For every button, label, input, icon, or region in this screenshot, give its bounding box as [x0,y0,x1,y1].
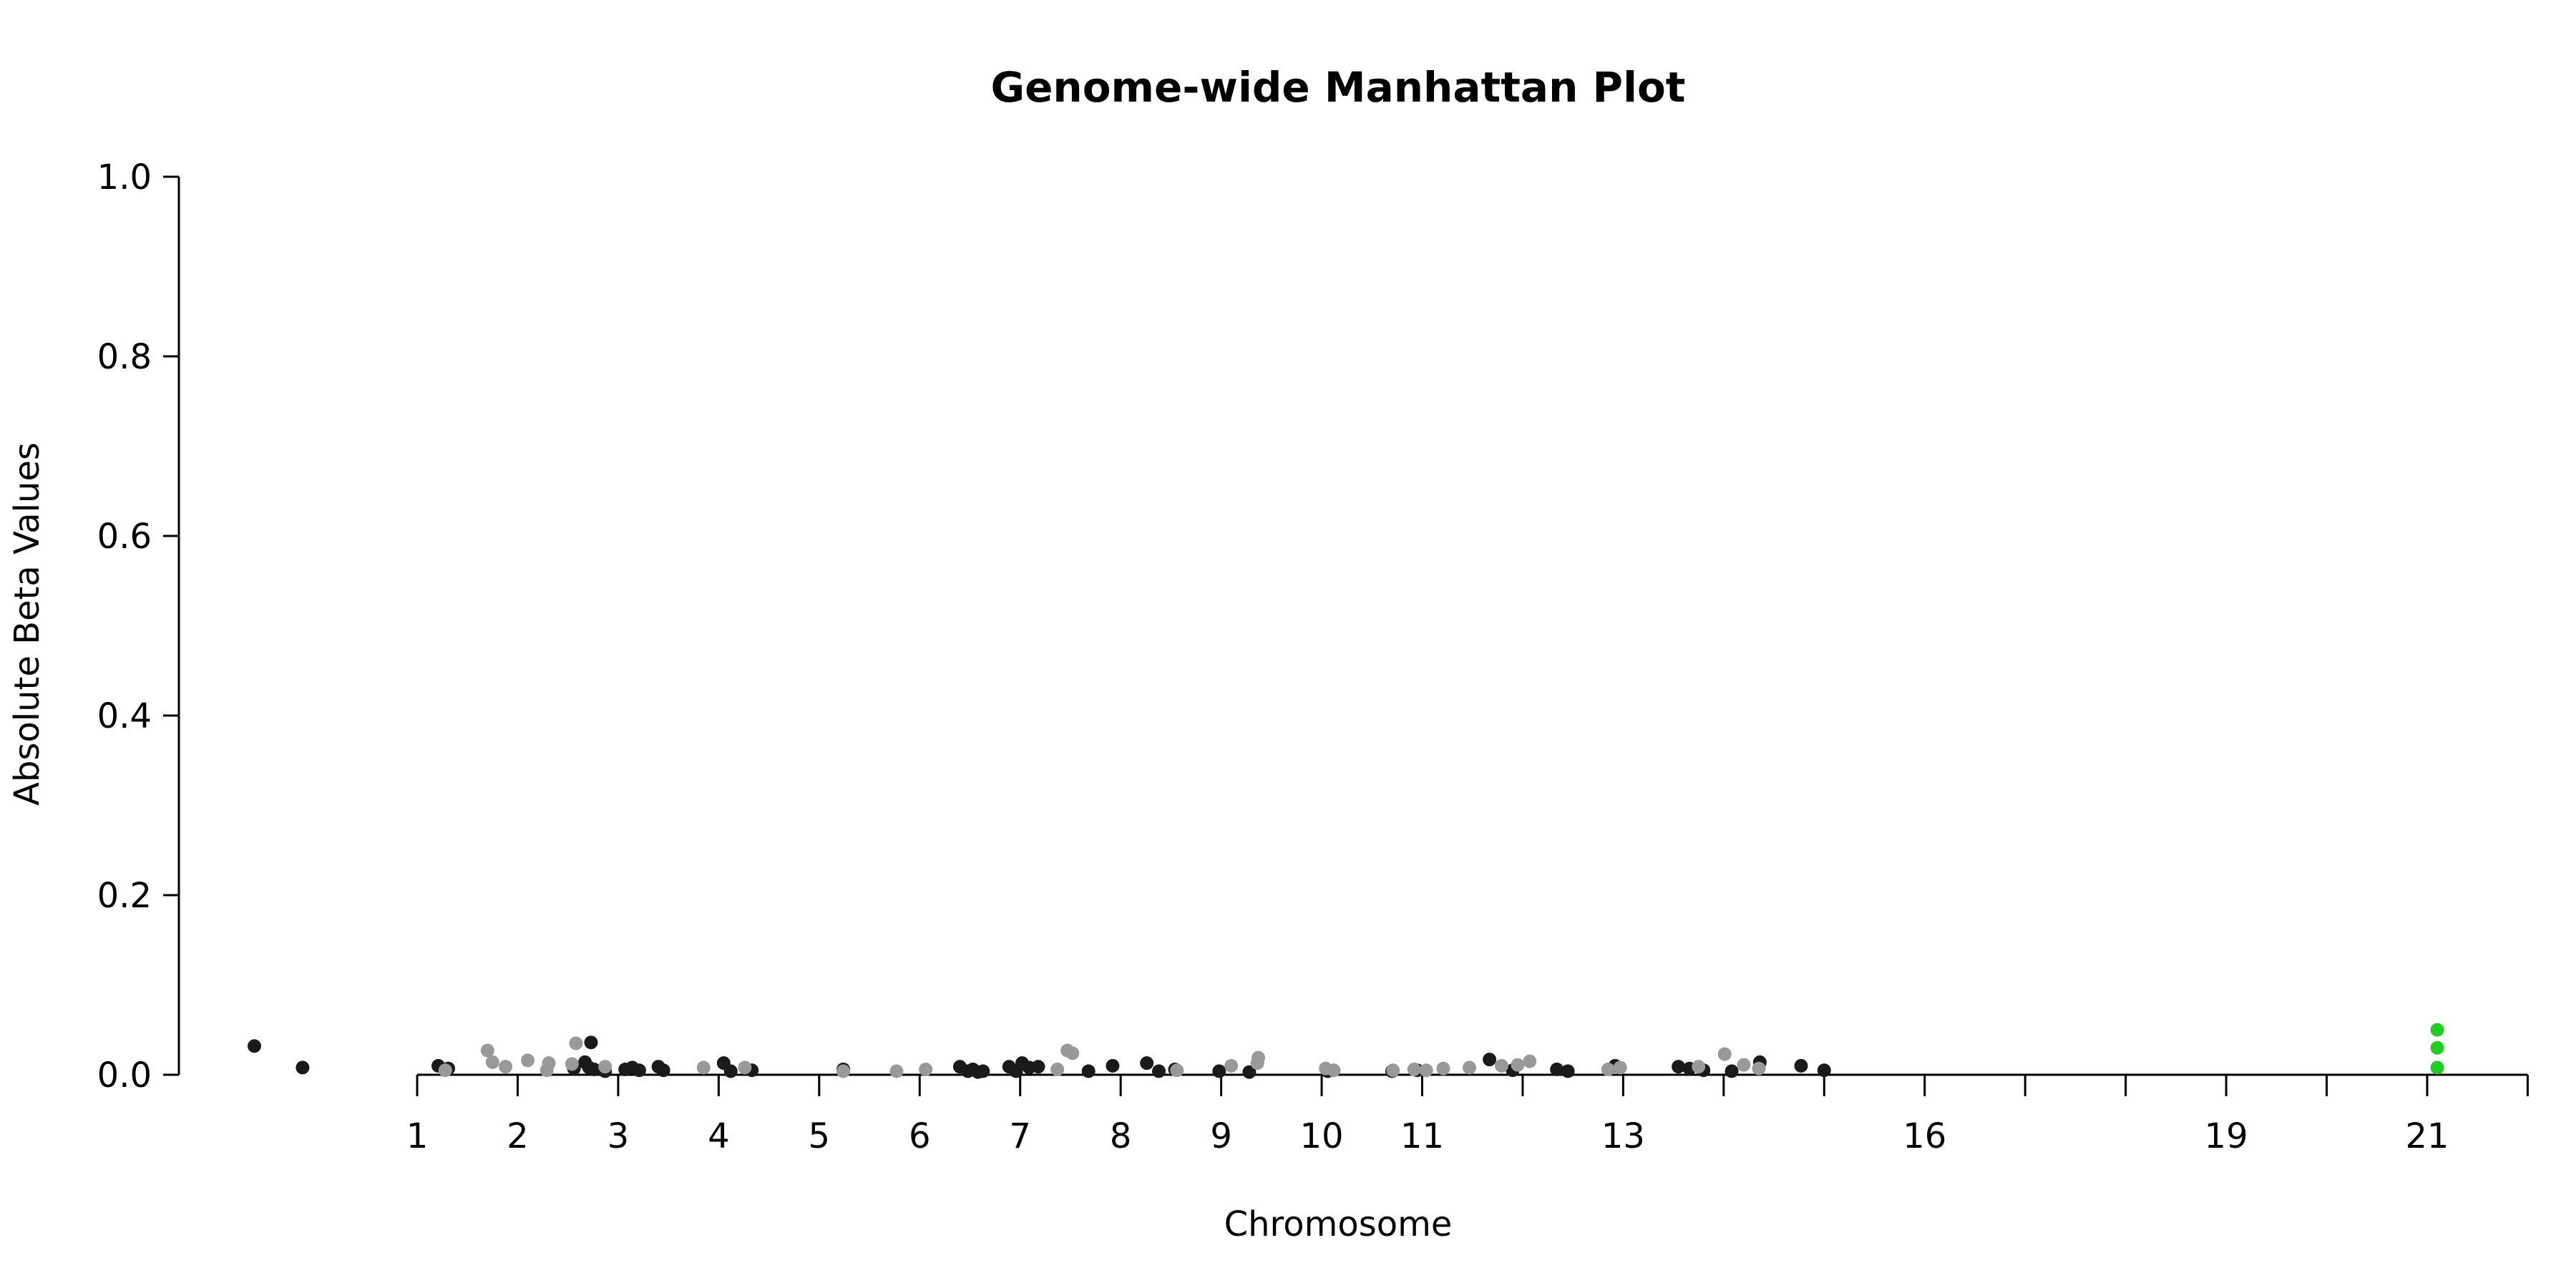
x-axis: 1 2 3 4 5 6 7 8 9 10 11 13 16 19 21 [406,1073,2529,1156]
x-tick-label: 6 [909,1116,931,1156]
data-point [1523,1054,1537,1068]
data-point [569,1036,583,1050]
data-point [1752,1061,1766,1075]
data-point [1224,1058,1239,1073]
data-point [565,1057,579,1071]
data-points [247,1023,2444,1079]
data-point [485,1055,499,1069]
data-point [2430,1023,2444,1037]
x-tick-label: 5 [809,1116,831,1156]
data-point [1031,1060,1045,1074]
data-point [1327,1063,1341,1078]
data-point [520,1053,535,1068]
data-point [296,1060,310,1075]
y-tick-label: 0.4 [97,696,152,736]
data-point [499,1060,513,1074]
data-point [542,1056,556,1070]
data-point [836,1064,851,1078]
data-point [1140,1056,1154,1070]
data-point [1463,1060,1477,1075]
y-tick-label: 0.0 [97,1055,152,1096]
x-tick-label: 13 [1601,1116,1645,1156]
data-point [1152,1064,1166,1078]
data-point [889,1064,904,1078]
x-tick-label: 8 [1110,1116,1132,1156]
y-tick-label: 0.8 [97,337,152,377]
data-point [2430,1060,2444,1075]
data-point [438,1063,452,1078]
y-axis-label: Absolute Beta Values [7,442,47,806]
data-point [1717,1047,1732,1061]
data-point [1692,1060,1706,1074]
data-point [1613,1060,1627,1075]
data-point [1106,1058,1120,1073]
data-point [1724,1064,1739,1078]
data-point [1436,1061,1450,1075]
x-tick-label: 11 [1400,1116,1444,1156]
x-tick-label: 21 [2405,1116,2449,1156]
data-point [1407,1062,1421,1076]
data-point [584,1035,598,1050]
data-point [1242,1065,1257,1079]
data-point [1511,1058,1525,1072]
data-point [598,1060,613,1074]
data-point [1252,1050,1266,1065]
x-tick-label: 16 [1903,1116,1946,1156]
data-point [1494,1058,1508,1073]
data-point [1550,1062,1564,1076]
data-point [1601,1062,1615,1076]
x-axis-label: Chromosome [1224,1204,1453,1244]
data-point [1794,1058,1808,1073]
x-tick-label: 1 [406,1116,429,1156]
data-point [1212,1064,1226,1078]
data-point [1737,1058,1751,1072]
data-point [1483,1053,1497,1067]
data-point [738,1060,752,1075]
y-tick-label: 0.6 [97,517,152,557]
y-tick-label: 1.0 [97,157,152,197]
data-point [1419,1063,1433,1078]
data-point [723,1064,738,1078]
x-tick-label: 4 [708,1116,730,1156]
data-point [1561,1064,1575,1078]
y-tick-label: 0.2 [97,876,152,916]
chart-title: Genome-wide Manhattan Plot [990,63,1685,112]
data-point [247,1039,261,1053]
data-point [1672,1060,1686,1074]
data-point [1170,1063,1184,1078]
data-point [1386,1063,1400,1078]
data-point [1817,1063,1831,1078]
data-point [632,1063,646,1078]
x-tick-label: 19 [2205,1116,2248,1156]
data-point [1081,1064,1096,1078]
data-point [919,1062,933,1076]
data-point [1065,1046,1080,1060]
data-point [2430,1040,2444,1055]
data-point [480,1043,494,1058]
y-axis: 0.0 0.2 0.4 0.6 0.8 1.0 [97,157,180,1096]
x-tick-label: 9 [1210,1116,1232,1156]
data-point [656,1063,670,1078]
data-point [1050,1062,1065,1076]
data-point [587,1062,601,1076]
x-tick-label: 7 [1009,1116,1031,1156]
data-point [976,1064,990,1078]
x-tick-label: 3 [608,1116,630,1156]
x-tick-label: 2 [507,1116,529,1156]
x-tick-label: 10 [1300,1116,1344,1156]
data-point [696,1060,711,1075]
